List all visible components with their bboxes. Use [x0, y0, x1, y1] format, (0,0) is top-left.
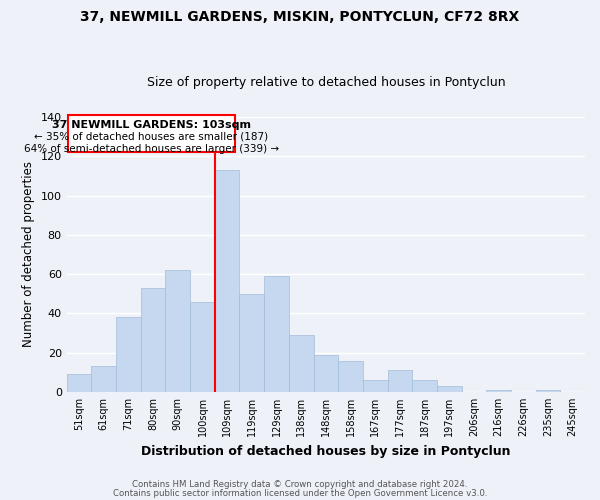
Bar — [190, 302, 215, 392]
Bar — [166, 270, 190, 392]
Bar — [289, 335, 314, 392]
Bar — [412, 380, 437, 392]
Text: Contains HM Land Registry data © Crown copyright and database right 2024.: Contains HM Land Registry data © Crown c… — [132, 480, 468, 489]
Bar — [363, 380, 388, 392]
Bar — [338, 360, 363, 392]
Bar — [116, 318, 141, 392]
Bar — [91, 366, 116, 392]
FancyBboxPatch shape — [68, 115, 235, 152]
Y-axis label: Number of detached properties: Number of detached properties — [22, 162, 35, 348]
Bar — [141, 288, 166, 392]
Text: Contains public sector information licensed under the Open Government Licence v3: Contains public sector information licen… — [113, 490, 487, 498]
Bar — [536, 390, 560, 392]
Text: 37, NEWMILL GARDENS, MISKIN, PONTYCLUN, CF72 8RX: 37, NEWMILL GARDENS, MISKIN, PONTYCLUN, … — [80, 10, 520, 24]
Bar — [264, 276, 289, 392]
Bar — [486, 390, 511, 392]
X-axis label: Distribution of detached houses by size in Pontyclun: Distribution of detached houses by size … — [141, 444, 511, 458]
Bar — [239, 294, 264, 392]
Text: 64% of semi-detached houses are larger (339) →: 64% of semi-detached houses are larger (… — [23, 144, 279, 154]
Bar — [67, 374, 91, 392]
Text: ← 35% of detached houses are smaller (187): ← 35% of detached houses are smaller (18… — [34, 132, 268, 142]
Bar — [437, 386, 461, 392]
Bar — [314, 354, 338, 392]
Bar — [388, 370, 412, 392]
Bar — [215, 170, 239, 392]
Title: Size of property relative to detached houses in Pontyclun: Size of property relative to detached ho… — [146, 76, 505, 90]
Text: 37 NEWMILL GARDENS: 103sqm: 37 NEWMILL GARDENS: 103sqm — [52, 120, 251, 130]
